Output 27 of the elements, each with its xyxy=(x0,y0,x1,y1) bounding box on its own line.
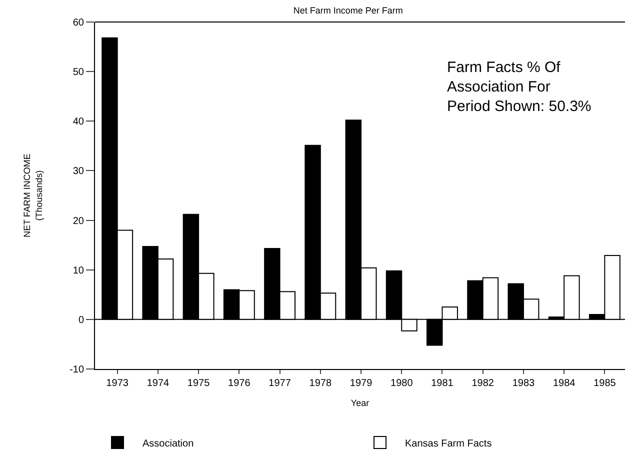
x-tick-label: 1976 xyxy=(228,378,251,389)
y-tick-label: 20 xyxy=(72,216,84,227)
y-tick-label: 60 xyxy=(72,18,84,28)
y-tick-label: 50 xyxy=(72,67,84,78)
y-tick-label: 10 xyxy=(72,265,84,276)
x-tick-label: 1980 xyxy=(390,378,414,389)
y-tick-label: 0 xyxy=(78,314,84,326)
y-tick-label: 40 xyxy=(72,116,84,128)
y-tick-label: -10 xyxy=(70,364,84,376)
annotation: Farm Facts % Of Association For Period Shown: 50.3% xyxy=(447,59,592,115)
legend-label: Association xyxy=(142,438,194,450)
x-tick-label: 1981 xyxy=(431,378,454,389)
y-axis-title: NET FARM INCOME (Thousands) xyxy=(22,154,44,238)
x-tick-label: 1985 xyxy=(594,378,616,389)
x-tick-label: 1974 xyxy=(146,378,170,389)
x-tick-label: 1983 xyxy=(512,378,536,389)
x-tick-label: 1979 xyxy=(350,378,373,389)
x-tick-label: 1975 xyxy=(187,378,210,389)
x-tick-label: 1982 xyxy=(472,378,494,389)
x-tick-label: 1978 xyxy=(309,378,332,389)
chart-title: Net Farm Income Per Farm xyxy=(293,5,403,16)
x-tick-label: 1984 xyxy=(552,378,576,389)
x-tick-label: 1977 xyxy=(268,378,292,389)
x-tick-label: 1973 xyxy=(106,378,129,389)
y-tick-label: 30 xyxy=(72,166,84,178)
x-axis-title: Year xyxy=(350,398,370,408)
legend-label: Kansas Farm Facts xyxy=(405,438,492,450)
